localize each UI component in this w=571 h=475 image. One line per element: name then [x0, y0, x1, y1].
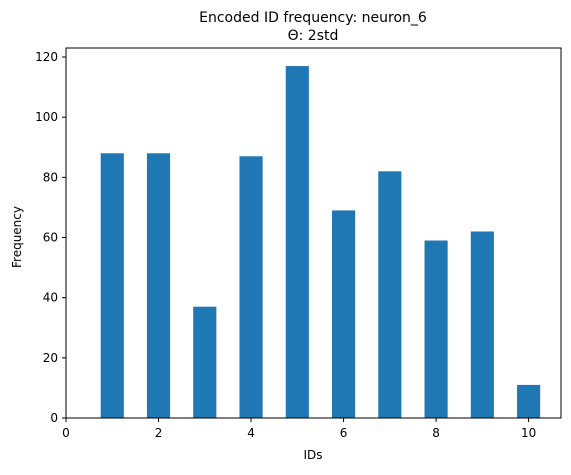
bar-id-7 [378, 171, 402, 418]
bars-group [100, 66, 541, 419]
y-tick-label: 120 [35, 50, 58, 64]
x-axis: 0 2 4 6 8 10 [62, 418, 536, 440]
bar-id-9 [470, 231, 494, 418]
y-tick-label: 100 [35, 110, 58, 124]
y-tick-label: 60 [43, 231, 58, 245]
plot-frame [65, 47, 562, 419]
y-axis: 0 20 40 60 80 100 120 [35, 50, 66, 425]
bar-id-3 [193, 306, 217, 418]
x-tick-label: 0 [62, 426, 70, 440]
chart-title: Encoded ID frequency: neuron_6 [199, 10, 427, 26]
x-tick-label: 2 [155, 426, 163, 440]
bar-id-1 [100, 153, 124, 418]
y-tick-label: 80 [43, 170, 58, 184]
y-tick-label: 40 [43, 291, 58, 305]
x-axis-label: IDs [303, 448, 322, 462]
bar-id-6 [332, 210, 356, 418]
x-tick-label: 6 [340, 426, 348, 440]
bar-id-10 [517, 384, 541, 418]
chart-subtitle: Θ: 2std [288, 28, 339, 44]
y-tick-label: 0 [50, 411, 58, 425]
bar-id-5 [285, 66, 309, 419]
x-tick-label: 4 [247, 426, 255, 440]
x-tick-label: 8 [432, 426, 440, 440]
y-tick-label: 20 [43, 351, 58, 365]
x-tick-label: 10 [521, 426, 536, 440]
bar-id-2 [146, 153, 171, 418]
bar-id-8 [424, 240, 448, 418]
bar-id-4 [239, 156, 263, 419]
y-axis-label: Frequency [10, 206, 24, 268]
